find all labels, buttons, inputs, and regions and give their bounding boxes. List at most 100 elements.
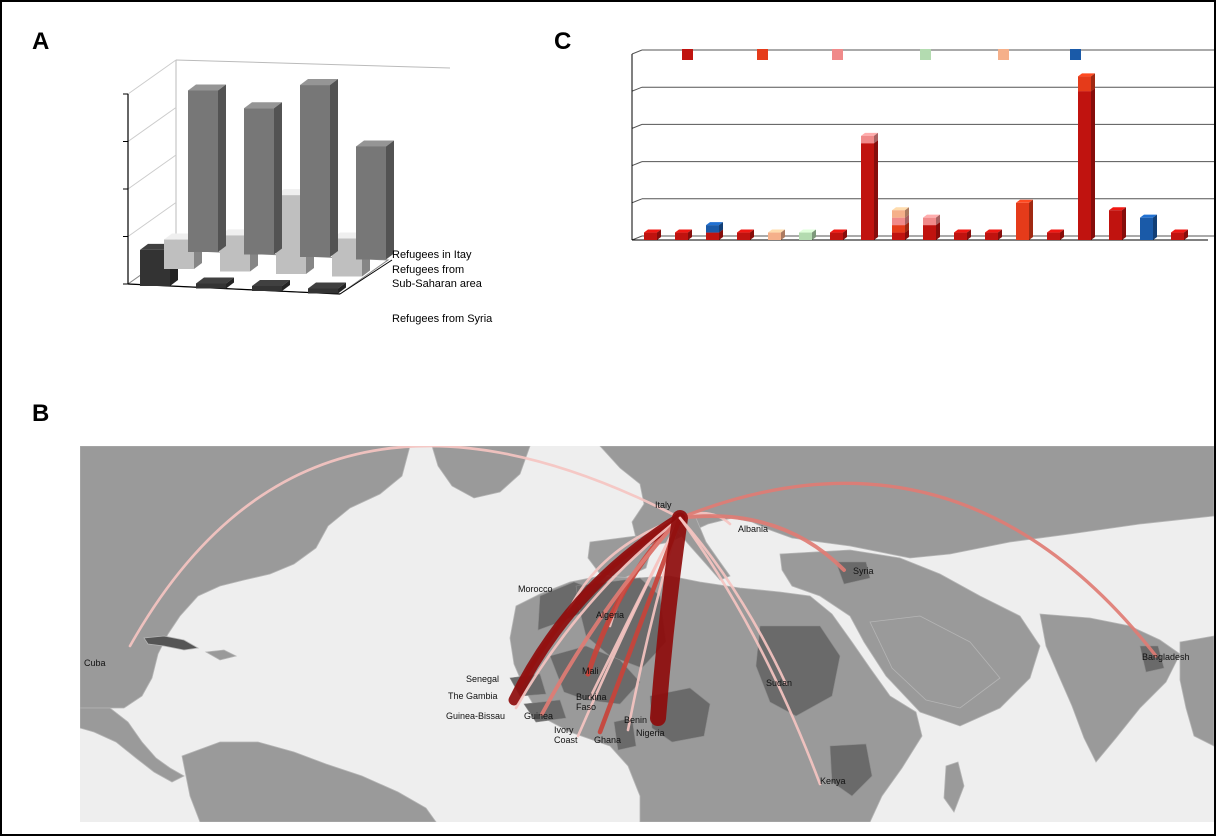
bar-c-SS-Ghana <box>892 232 905 240</box>
gridline-depth <box>631 86 643 92</box>
bar-c-SS-Algeria-top <box>675 229 692 233</box>
map-label-algeria: Algeria <box>596 610 624 620</box>
bar-c-Sβ-thal-Guinea <box>923 217 936 226</box>
map-label-senegal: Senegal <box>466 674 499 684</box>
bar-c-SS-Kenya-top <box>985 229 1002 233</box>
bar-c-CC-Ghana-side <box>905 207 909 218</box>
bar-a-s2-2016 <box>252 286 282 291</box>
country-syria <box>835 561 871 585</box>
map-label-syria: Syria <box>853 566 874 576</box>
gridline-depth <box>127 59 177 95</box>
legend-swatch-5 <box>1070 49 1081 60</box>
map-label-line: Syria <box>853 566 874 576</box>
bar-c-SS-Cuba <box>830 232 843 240</box>
map-label-line: Sudan <box>766 678 792 688</box>
bar-a-s0-2016-top <box>300 79 338 86</box>
bar-c-SS-Nigeria-side <box>1091 88 1095 240</box>
gridline-depth <box>631 235 643 241</box>
bar-a-s2-2017-top <box>308 282 346 289</box>
gridline-depth <box>127 154 177 190</box>
bar-c-SS-Nigeria <box>1078 91 1091 240</box>
bar-c-CC-Burkina Faso-top <box>768 229 785 233</box>
land-europe <box>599 446 1214 559</box>
map-label-line: Bangladesh <box>1142 652 1190 662</box>
series-label-line: Sub-Saharan area <box>392 278 483 290</box>
map-label-line: Mali <box>582 666 599 676</box>
land-se-asia <box>1179 635 1214 747</box>
bar-c-SS-Senegal-side <box>1122 207 1126 240</box>
series-label-line: Refugees in Itay <box>392 249 472 261</box>
bar-c-SS-Guinea <box>923 225 936 240</box>
land-hispaniola <box>204 649 238 661</box>
bar-a-s0-2015-top <box>244 102 282 109</box>
country-bangladesh <box>1139 645 1165 673</box>
bar-c-SS-Morocco <box>1047 232 1060 240</box>
map-label-line: Senegal <box>466 674 499 684</box>
land-madagascar <box>943 761 965 813</box>
series-label: Refugees from Sub-Saharan area <box>392 264 483 290</box>
bar-c-SC-Ghana-side <box>905 222 909 233</box>
bar-c-SS-Sudan-top <box>1171 229 1188 233</box>
bar-c-SS-Cuba-top <box>830 229 847 233</box>
map-label-line: Coast <box>554 735 578 745</box>
map-label-line: Cuba <box>84 658 106 668</box>
map-label-burkina-faso: Burkina Faso <box>576 692 607 712</box>
map-label-line: Faso <box>576 702 596 712</box>
gridline-depth <box>631 198 643 204</box>
bar-c-AS-Ivory Coast <box>799 232 812 240</box>
bar-c-SS-Sudan-side <box>1184 229 1188 240</box>
map-label-bangladesh: Bangladesh <box>1142 652 1190 662</box>
map-label-line: The Gambia <box>448 691 498 701</box>
bar-c-SS-The Gambia-side <box>874 140 878 240</box>
bar-c-SC-Nigeria-side <box>1091 73 1095 92</box>
bar-c-TDT-Bangladesh <box>706 225 719 233</box>
route-bangladesh <box>678 481 1158 658</box>
migration-routes <box>128 446 1158 786</box>
map-label-line: Guinea-Bissau <box>446 711 505 721</box>
bar-c-Sβ-thal-Ghana <box>892 217 905 226</box>
bar-c-SS-Ghana-side <box>905 229 909 240</box>
land-south-america <box>181 741 437 822</box>
gridline-depth <box>127 202 177 237</box>
depth-axis <box>339 259 393 295</box>
series-label-line: Refugees from Syria <box>392 313 493 325</box>
map-label-mali: Mali <box>582 666 599 676</box>
map-label-line: Nigeria <box>636 728 665 738</box>
series-label: Refugees from Syria <box>392 313 493 325</box>
map-label-ghana: Ghana <box>594 735 621 745</box>
bar-a-s2-2016-side <box>282 280 290 291</box>
bar-c-SS-Morocco-side <box>1060 229 1064 240</box>
bar-c-AS-Ivory Coast-side <box>812 229 816 240</box>
country-kenya <box>829 743 873 797</box>
bar-c-TDT-Bangladesh-side <box>719 222 723 233</box>
bar-c-TDT-Syria <box>1140 217 1153 240</box>
map-label-line: Ghana <box>594 735 621 745</box>
bar-c-SS-Bangladesh <box>706 232 719 240</box>
map-label-line: Algeria <box>596 610 624 620</box>
bar-a-s0-2014-top <box>188 84 226 91</box>
bar-c-TDT-Bangladesh-top <box>706 222 723 226</box>
bar-a-s0-2017-side <box>386 140 394 260</box>
bar-c-SS-Kenya <box>985 232 998 240</box>
bar-c-SS-Senegal <box>1109 210 1122 240</box>
bar-c-CC-Ghana-top <box>892 207 909 211</box>
bar-c-SS-Sudan <box>1171 232 1184 240</box>
country-sudan <box>755 625 841 717</box>
route-cuba <box>128 446 682 648</box>
bar-c-TDT-Syria-top <box>1140 214 1157 218</box>
route-sudan <box>678 516 788 686</box>
map-label-line: Italy <box>655 500 672 510</box>
map-label-ivory-coast: Ivory Coast <box>554 725 578 745</box>
bar-a-s0-2016-side <box>330 79 338 257</box>
gridline-depth <box>127 107 177 142</box>
gridline-depth <box>631 161 643 167</box>
map-label-italy: Italy <box>655 500 672 510</box>
map-label-line: Guinea <box>524 711 553 721</box>
map-label-the-gambia: The Gambia <box>448 691 498 701</box>
bar-c-SS-Bangladesh-side <box>719 229 723 240</box>
panel-label-b: B <box>32 400 50 427</box>
bar-a-s0-2015 <box>244 108 274 255</box>
bar-c-Sβ-thal-The Gambia <box>861 135 874 144</box>
route-the-gambia <box>508 512 686 706</box>
panel-label-c: C <box>554 28 572 55</box>
